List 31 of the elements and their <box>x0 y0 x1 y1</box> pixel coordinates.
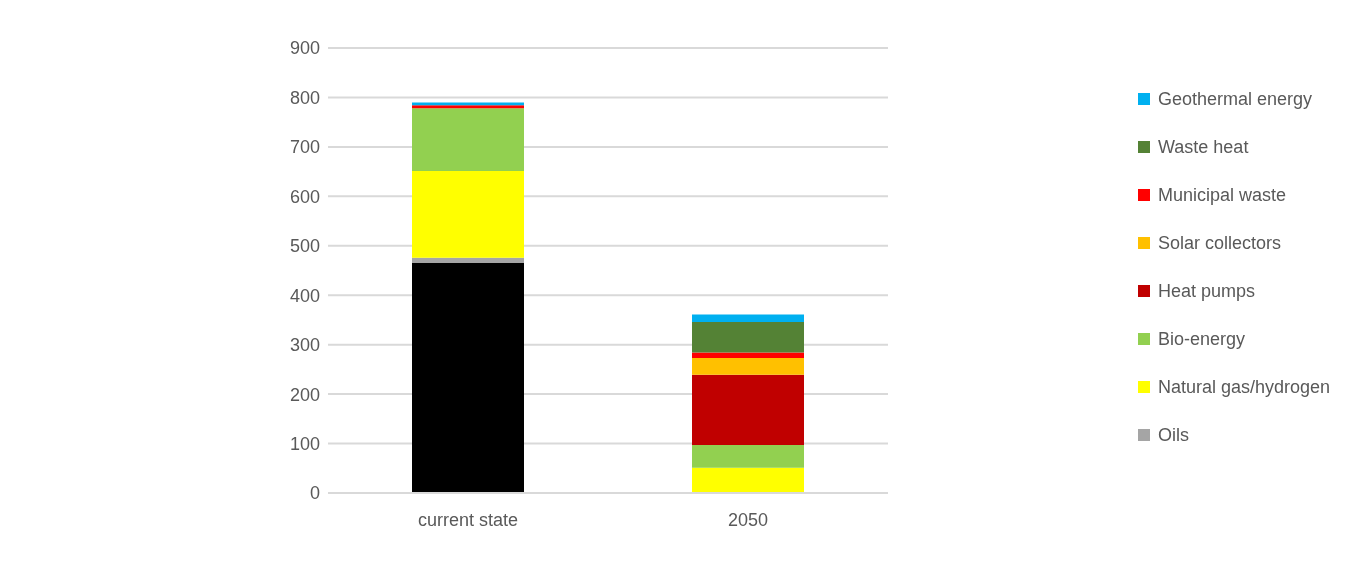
x-tick-label: 2050 <box>727 509 769 530</box>
bar <box>412 108 524 172</box>
legend-label: Solar collectors <box>1158 232 1282 254</box>
y-tick-label: 500 <box>289 236 320 257</box>
bar <box>412 257 524 264</box>
legend-label: Bio-energy <box>1158 328 1246 350</box>
x-tick-label: current state <box>417 509 519 530</box>
y-tick-label: 700 <box>289 137 320 158</box>
bar <box>412 171 524 258</box>
y-tick-label: 400 <box>289 285 320 306</box>
y-tick-label: 900 <box>289 38 320 59</box>
legend-label: Natural gas/hydrogen <box>1158 376 1331 398</box>
bar <box>692 374 804 446</box>
legend-label: Oils <box>1158 424 1189 446</box>
bar <box>692 321 804 353</box>
bar <box>412 263 524 493</box>
legend-label: Waste heat <box>1158 136 1249 158</box>
bar <box>692 352 804 359</box>
legend-label: Municipal waste <box>1158 184 1287 206</box>
bar <box>692 358 804 375</box>
bar <box>692 467 804 493</box>
y-tick-label: 600 <box>289 186 320 207</box>
bar <box>692 445 804 468</box>
y-tick-label: 0 <box>309 483 320 504</box>
y-tick-label: 100 <box>289 433 320 454</box>
legend-label: Heat pumps <box>1158 280 1256 302</box>
y-tick-label: 300 <box>289 335 320 356</box>
bar <box>692 314 804 322</box>
y-tick-label: 800 <box>289 87 320 108</box>
legend-label: Geothermal energy <box>1158 88 1313 110</box>
y-tick-label: 200 <box>289 384 320 405</box>
